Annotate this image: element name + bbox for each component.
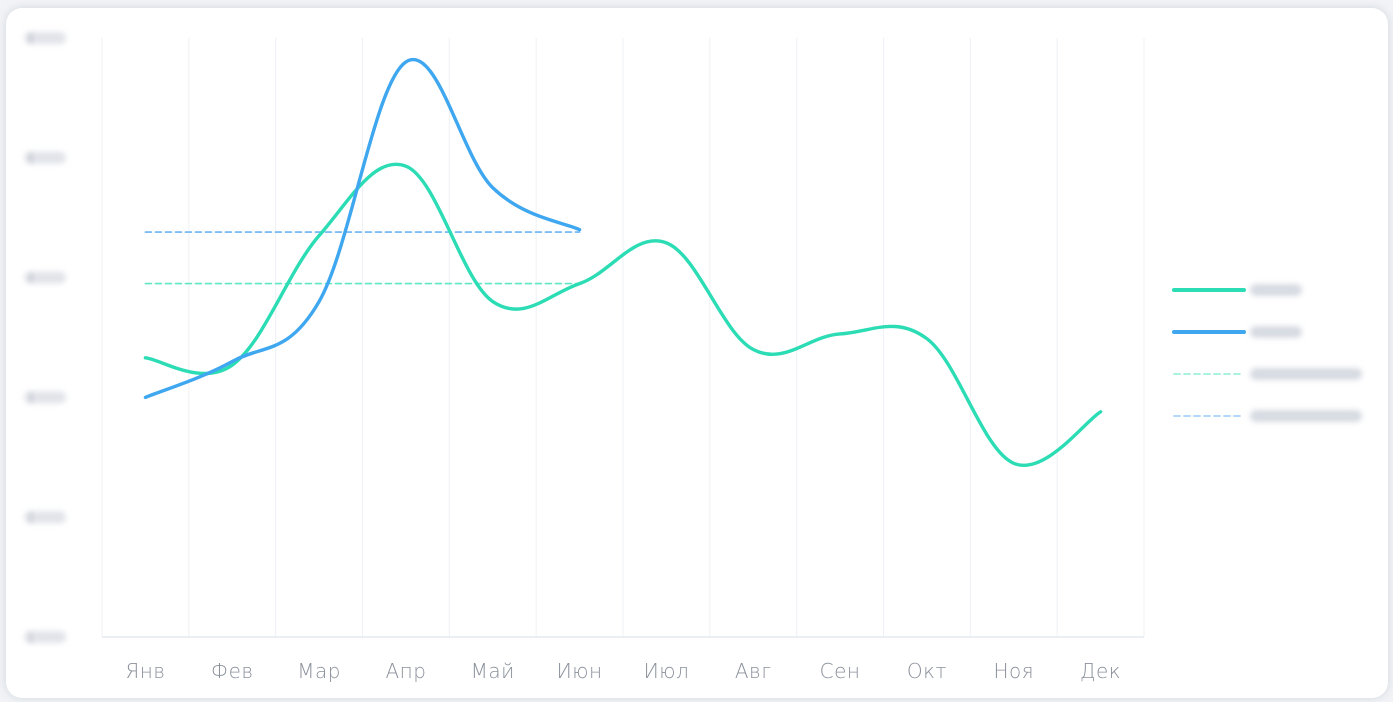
x-tick-label: Май [471,659,515,683]
legend-label-blurred [1250,368,1362,380]
legend [1172,284,1362,422]
legend-label-blurred [1250,410,1362,422]
y-tick-label-blur [24,631,66,643]
legend-label-blurred [1250,284,1302,296]
x-tick-label: Дек [1080,659,1121,683]
legend-label-blurred [1250,326,1302,338]
series-line [143,57,582,400]
chart-card: 123456 Янв Фев Мар Апр Май Июн Июл Авг Сен Окт Ноя… [6,8,1388,698]
x-tick-label: Фев [211,659,254,683]
vertical-gridlines [101,38,1145,637]
y-tick-label-blur [24,151,66,164]
x-tick-label: Окт [907,659,947,683]
y-axis-tick-labels: 123456 [24,32,66,644]
x-tick-label: Июл [644,659,690,683]
x-axis-tick-labels: Янв Фев Мар Апр Май Июн Июл Авг Сен Окт Ноя Дек [125,659,1121,683]
line-chart: 123456 Янв Фев Мар Апр Май Июн Июл Авг Сен Окт Ноя… [24,32,1362,683]
x-tick-label: Мар [297,659,341,683]
y-tick-label-blur [24,511,66,524]
series-lines [143,57,1103,467]
x-tick-label: Сен [820,659,861,683]
x-tick-label: Авг [735,659,772,683]
x-tick-label: Апр [385,659,426,683]
y-tick-label-blur [24,271,66,284]
y-tick-label-blur [24,391,66,404]
x-tick-label: Янв [125,659,165,683]
y-tick-label-blur [24,32,66,44]
x-tick-label: Ноя [993,659,1034,683]
x-tick-label: Июн [557,659,603,683]
series-line [143,162,1103,467]
